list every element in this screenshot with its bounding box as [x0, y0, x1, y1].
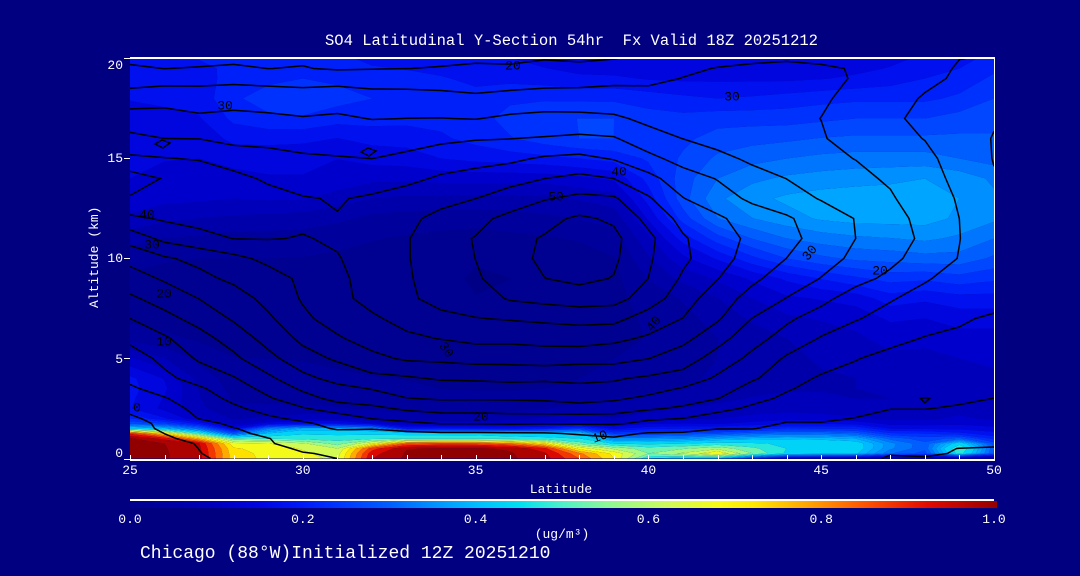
svg-text:20: 20: [473, 409, 489, 424]
svg-text:20: 20: [156, 286, 172, 301]
svg-text:40: 40: [139, 207, 155, 222]
svg-text:30: 30: [724, 89, 740, 104]
svg-text:30: 30: [144, 237, 160, 252]
svg-text:30: 30: [435, 339, 456, 360]
svg-text:20: 20: [505, 58, 521, 73]
svg-text:10: 10: [590, 427, 610, 446]
svg-text:20: 20: [872, 263, 888, 278]
svg-text:0: 0: [133, 400, 141, 415]
svg-text:30: 30: [217, 98, 233, 113]
svg-text:50: 50: [548, 189, 564, 204]
svg-text:10: 10: [156, 334, 172, 349]
svg-text:40: 40: [611, 164, 627, 179]
